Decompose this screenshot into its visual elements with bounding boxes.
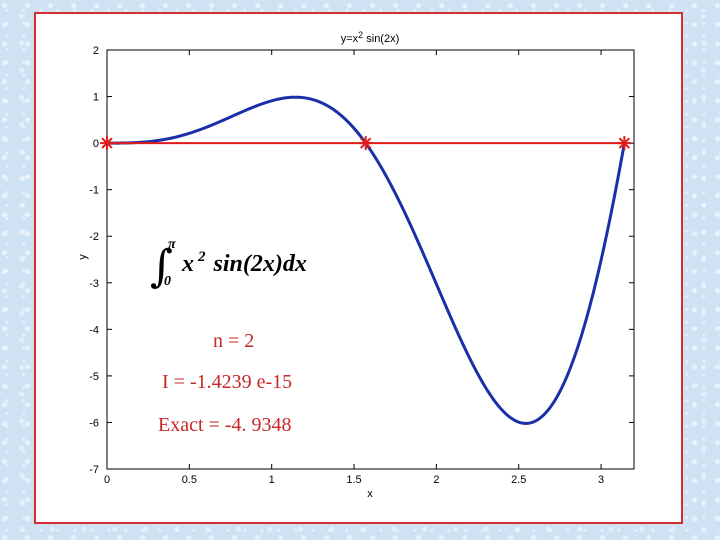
x-tick-label: 1	[269, 474, 275, 486]
y-tick-label: -4	[89, 324, 99, 336]
integrand-power: 2	[197, 249, 206, 265]
plot-area	[106, 49, 635, 470]
slide-frame	[34, 12, 683, 524]
y-tick-label: 2	[93, 45, 99, 57]
integrand-rest: sin(2x)dx	[213, 251, 307, 277]
exact-value-label: Exact = -4. 9348	[158, 414, 291, 436]
tick-labels: 0 0.5 1 1.5 2 2.5 3 2 1 0 -1 -2 -3 -4 -5 -6 -7	[89, 45, 604, 486]
chart-title: y=x2 sin(2x)	[341, 30, 400, 45]
x-axis-label: x	[367, 488, 373, 500]
y-tick-label: -5	[89, 371, 99, 383]
integral-upper-limit: π	[168, 237, 176, 252]
x-tick-label: 2	[433, 474, 439, 486]
y-axis-label: y	[77, 254, 89, 260]
y-tick-label: 1	[93, 92, 99, 104]
series-layer	[100, 95, 632, 425]
y-tick-label: -6	[89, 417, 99, 429]
x-tick-label: 0.5	[182, 474, 197, 486]
chart-title-rest: sin(2x)	[363, 33, 399, 45]
x-tick-label: 3	[598, 474, 604, 486]
y-tick-label: 0	[93, 138, 99, 150]
chart-title-base: y=x	[341, 33, 359, 45]
integral-lower-limit: 0	[164, 274, 171, 289]
x-tick-label: 2.5	[511, 474, 526, 486]
y-tick-label: -1	[89, 185, 99, 197]
y-tick-label: -2	[89, 231, 99, 243]
sample-point-marker	[358, 136, 373, 151]
sample-point-marker	[617, 136, 632, 151]
x-tick-label: 1.5	[346, 474, 361, 486]
x-tick-label: 0	[104, 474, 110, 486]
chart-title-sup: 2	[358, 30, 363, 40]
y-tick-label: -3	[89, 278, 99, 290]
n-value-label: n = 2	[213, 330, 254, 352]
sample-point-marker	[100, 136, 114, 151]
integral-annotation: ∫ π 0 x 2 sin(2x)dx	[150, 237, 307, 292]
integral-expression: x 2 sin(2x)dx	[181, 249, 307, 277]
integrand-base: x	[181, 251, 194, 277]
integral-result-label: I = -1.4239 e-15	[162, 371, 292, 393]
y-tick-label: -7	[89, 464, 99, 476]
integral-sign: ∫	[150, 241, 173, 292]
